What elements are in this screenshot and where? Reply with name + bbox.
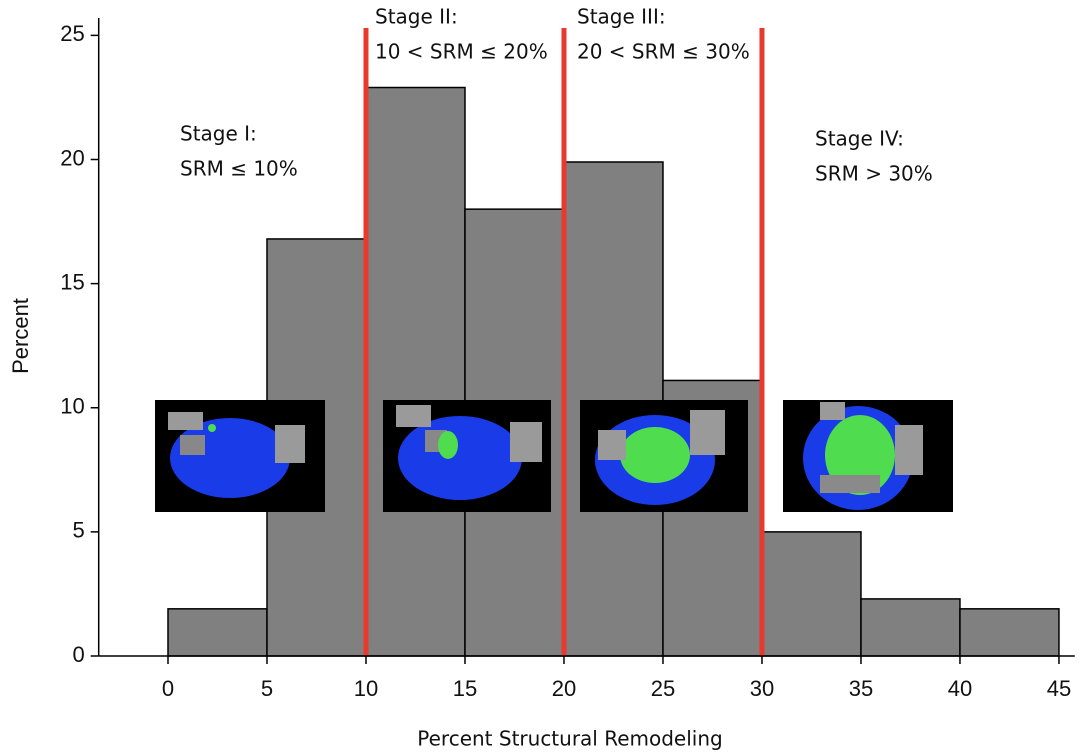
annotation: Stage II:	[375, 5, 458, 29]
annotation: 20 < SRM ≤ 30%	[577, 40, 750, 64]
x-tick-label: 0	[162, 676, 174, 701]
heart-image	[783, 400, 953, 512]
heart-image	[580, 400, 748, 512]
y-tick-label: 20	[60, 145, 84, 170]
plot-area: 0 5 10 15 20 25 0 5 10 15 20 25 30 35 40 45 Stage I: SRM …	[60, 5, 1075, 701]
heart-image	[155, 400, 325, 512]
heart-image	[383, 400, 551, 512]
x-tick-label: 40	[948, 676, 972, 701]
heart-images	[155, 400, 953, 512]
annotation: SRM > 30%	[815, 162, 933, 186]
annotation: Stage I:	[180, 122, 257, 146]
y-tick-label: 5	[72, 518, 84, 543]
x-tick-label: 45	[1047, 676, 1071, 701]
bar	[761, 531, 862, 657]
annotation: SRM ≤ 10%	[180, 157, 298, 181]
x-tick-label: 35	[849, 676, 873, 701]
x-tick-label: 20	[552, 676, 576, 701]
x-tick-label: 15	[453, 676, 477, 701]
x-tick-label: 30	[750, 676, 774, 701]
x-axis-title: Percent Structural Remodeling	[417, 727, 722, 751]
bar	[167, 608, 268, 657]
annotation: 10 < SRM ≤ 20%	[375, 40, 548, 64]
y-tick-label: 0	[72, 642, 84, 667]
y-tick-label: 15	[60, 269, 84, 294]
annotation: Stage III:	[577, 5, 666, 29]
y-tick-label: 25	[60, 21, 84, 46]
x-tick-label: 5	[261, 676, 273, 701]
x-tick-label: 10	[354, 676, 378, 701]
bar	[860, 598, 961, 657]
x-tick-label: 25	[651, 676, 675, 701]
bar	[365, 86, 466, 657]
y-axis-title: Percent	[8, 298, 33, 374]
bar	[959, 608, 1060, 657]
y-tick-label: 10	[60, 394, 84, 419]
annotation: Stage IV:	[815, 127, 904, 151]
